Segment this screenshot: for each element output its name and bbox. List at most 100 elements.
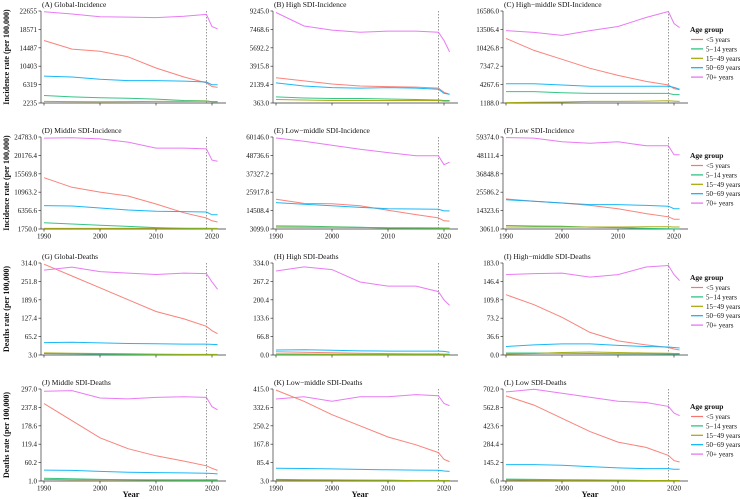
x-tick-label: 1990 <box>499 233 514 241</box>
y-tick-label: 59374.0 <box>476 134 499 142</box>
series-line-70-years <box>43 266 218 290</box>
y-tick-label: 334.0 <box>253 260 269 268</box>
series-line--5-years <box>43 177 218 223</box>
y-tick-label: 4267.6 <box>480 81 500 89</box>
panel-title: (C) High−middle SDI-Incidence <box>504 0 602 9</box>
y-tick-label: 25917.8 <box>246 189 269 197</box>
series-line-5-14-years <box>506 91 680 96</box>
panel-10: (J) Middle SDI-Deaths 1.0 60.2 119.4 178.6 23… <box>2 378 226 493</box>
series-line-50-69-years <box>275 349 450 353</box>
legend-label: 15−49 years <box>706 55 740 63</box>
y-tick-label: 284.4 <box>483 441 499 449</box>
series-line-70-years <box>43 137 218 162</box>
y-tick-label: 60.2 <box>25 459 38 467</box>
series-line-15-49-years <box>505 100 680 104</box>
series-line-70-years <box>505 388 680 417</box>
series-line-70-years <box>505 10 680 36</box>
panel-title: (A) Global-Incidence <box>42 0 107 9</box>
y-tick-label: 146.4 <box>483 278 499 286</box>
panel-11: (K) Low−middle SDI-Deaths 3.0 85.4 167.8 250… <box>253 378 458 493</box>
y-tick-label: 702.0 <box>483 386 499 394</box>
y-tick-label: 6356.6 <box>18 207 38 215</box>
y-tick-label: 14508.4 <box>246 207 269 215</box>
y-axis-label: Incidence rate (per 100,000) <box>2 135 11 231</box>
y-tick-label: 24783.0 <box>14 134 37 142</box>
series-line--5-years <box>43 263 218 335</box>
series-line-5-14-years <box>505 225 680 230</box>
y-tick-label: 10963.2 <box>14 189 37 197</box>
y-tick-label: 36.6 <box>487 333 500 341</box>
x-tick-label: 2020 <box>205 485 220 493</box>
legend-label: 70+ years <box>706 200 734 208</box>
y-tick-label: 1.0 <box>28 478 37 486</box>
y-tick-label: 251.8 <box>21 278 37 286</box>
panel-3: (C) High−middle SDI-Incidence 1188.0 4267.… <box>476 0 688 108</box>
panel-6: (F) Low SDI-Incidence 3061.0 14323.6 25586.… <box>476 126 688 241</box>
legend-label: <5 years <box>706 36 730 44</box>
y-tick-label: 109.8 <box>483 296 499 304</box>
panel-1: (A) Global-Incidence 2235 6319 10403 14487 18… <box>2 0 226 108</box>
x-tick-label: 1990 <box>37 233 52 241</box>
y-tick-label: 48111.4 <box>477 152 500 160</box>
x-tick-label: 2020 <box>667 485 682 493</box>
legend-label: 15−49 years <box>706 303 740 311</box>
x-tick-label: 2000 <box>555 233 570 241</box>
series-line-50-69-years <box>275 467 450 472</box>
series-line-70-years <box>43 11 218 30</box>
panel-7: (G) Global-Deaths 3.0 65.2 127.4 189.6 251.8 3… <box>2 252 226 360</box>
series-line-70-years <box>275 137 450 166</box>
panel-title: (J) Middle SDI-Deaths <box>42 378 111 387</box>
y-tick-label: 237.8 <box>21 404 37 412</box>
y-tick-label: 0.0 <box>490 352 499 360</box>
panel-2: (B) High SDI-Incidence 363.0 2139.4 3915.8 5… <box>250 0 458 108</box>
series-line--5-years <box>505 37 680 91</box>
series-line-70-years <box>275 266 450 306</box>
series-line-50-69-years <box>43 205 218 216</box>
y-tick-label: 133.6 <box>253 315 269 323</box>
y-tick-label: 200.4 <box>253 296 269 304</box>
x-tick-label: 2010 <box>611 233 626 241</box>
x-tick-label: 1990 <box>37 485 52 493</box>
y-tick-label: 0.0 <box>260 352 269 360</box>
y-tick-label: 3099.0 <box>250 226 270 234</box>
x-tick-label: 2000 <box>555 485 570 493</box>
legend-title: Age group <box>690 402 723 411</box>
y-tick-label: 3.0 <box>28 352 37 360</box>
y-tick-label: 10403 <box>20 63 38 71</box>
y-tick-label: 167.8 <box>253 441 269 449</box>
legend-label: 70+ years <box>706 74 734 82</box>
panel-12: (L) Low SDI-Deaths 6.0 145.2 284.4 423.6 562.… <box>483 378 688 493</box>
x-axis-label: Year <box>582 489 599 499</box>
y-tick-label: 10426.8 <box>476 44 499 52</box>
y-tick-label: 14487 <box>20 44 38 52</box>
legend-label: 70+ years <box>706 322 734 330</box>
series-line-70-years <box>505 264 680 281</box>
y-tick-label: 415.0 <box>253 386 269 394</box>
legend-label: 5−14 years <box>706 422 737 430</box>
y-tick-label: 9245.0 <box>250 8 270 16</box>
series-line--5-years <box>505 395 680 463</box>
x-axis-label: Year <box>123 489 140 499</box>
panel-title: (D) Middle SDI-Incidence <box>42 126 122 135</box>
y-tick-label: 332.6 <box>253 404 269 412</box>
series-line-50-69-years <box>505 199 680 210</box>
y-tick-label: 178.6 <box>21 422 37 430</box>
legend-title: Age group <box>690 25 723 34</box>
y-tick-label: 37327.2 <box>246 170 269 178</box>
series-line--5-years <box>275 77 450 95</box>
series-line-15-49-years <box>275 479 450 482</box>
series-line-15-49-years <box>43 352 218 355</box>
y-tick-label: 183.0 <box>483 260 499 268</box>
x-tick-label: 2010 <box>149 485 164 493</box>
panel-title: (K) Low−middle SDI-Deaths <box>274 378 362 387</box>
legend-label: 15−49 years <box>706 432 740 440</box>
x-axis-label: Year <box>352 489 369 499</box>
series-line-15-49-years <box>275 99 450 102</box>
series-line-15-49-years <box>275 226 450 229</box>
x-tick-label: 2010 <box>381 233 396 241</box>
series-line-70-years <box>505 137 680 156</box>
y-tick-label: 250.2 <box>253 422 269 430</box>
